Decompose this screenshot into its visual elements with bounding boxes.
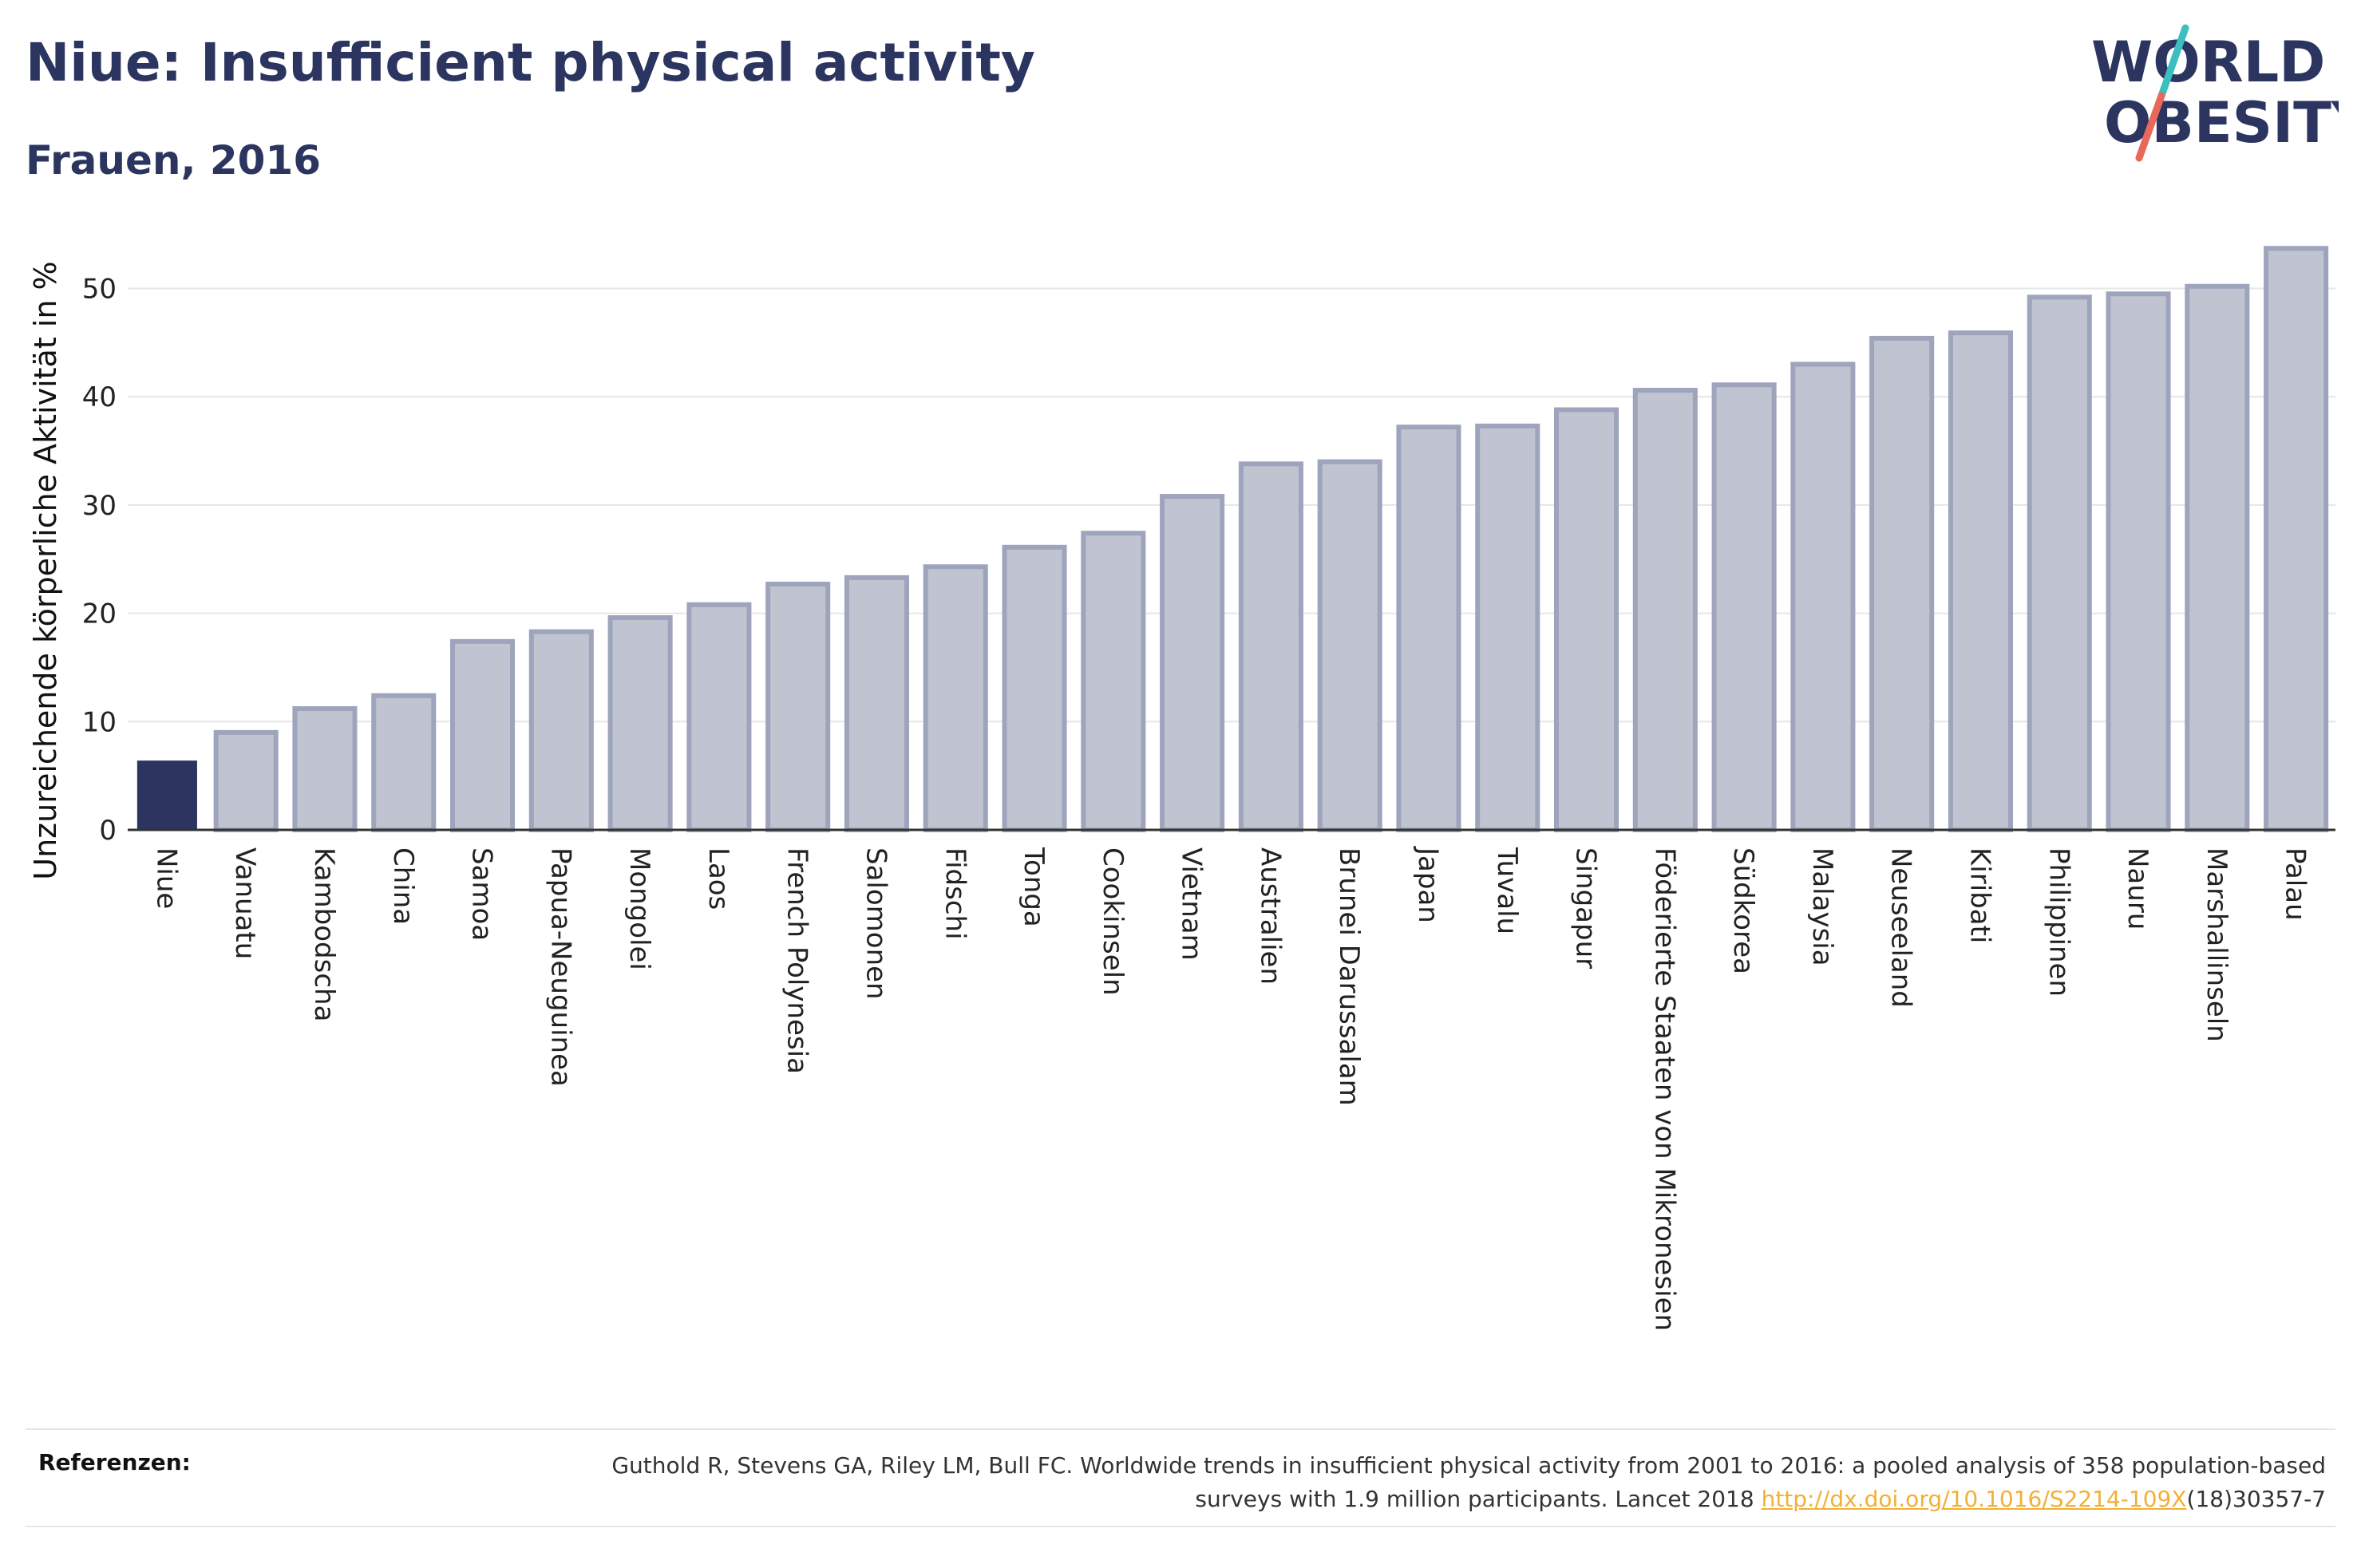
x-tick-label: Vanuatu [229, 847, 261, 959]
x-tick-label: Singapur [1570, 847, 1602, 969]
x-tick-label: Malaysia [1806, 847, 1838, 966]
x-tick-label: Mongolei [623, 847, 655, 970]
bar-kambodscha [292, 706, 358, 832]
bar-australien [1238, 461, 1303, 832]
x-tick-label: Japan [1412, 846, 1444, 923]
bar-cookinseln [1081, 531, 1146, 832]
x-tick-label: Brunei Darussalam [1333, 847, 1365, 1106]
x-tick-label: Südkorea [1727, 847, 1759, 974]
x-tick-label: Cookinseln [1097, 847, 1129, 996]
doi-link[interactable]: http://dx.doi.org/10.1016/S2214-109X [1761, 1486, 2187, 1512]
x-tick-label: Tuvalu [1491, 847, 1523, 934]
bar-neuseeland [1869, 335, 1935, 832]
bar-föderierte-staaten-von-mikronesien [1632, 388, 1698, 833]
y-tick-label: 50 [82, 274, 117, 306]
x-tick-label: Kambodscha [308, 847, 340, 1021]
logo-text-world: WORLD [2091, 30, 2325, 95]
references-text: Guthold R, Stevens GA, Riley LM, Bull FC… [570, 1449, 2326, 1516]
bar-french-polynesia [765, 581, 831, 832]
x-tick-label: Neuseeland [1885, 847, 1917, 1008]
x-tick-label: Papua-Neuguinea [544, 847, 576, 1087]
x-tick-label: China [387, 847, 419, 925]
y-axis-label: Unzureichende körperliche Aktivität in % [28, 261, 63, 879]
bar-niue [136, 760, 197, 830]
bar-singapur [1553, 407, 1619, 832]
x-tick-label: Niue [150, 847, 182, 909]
bar-palau [2264, 246, 2329, 832]
bar-china [371, 693, 437, 832]
bar-chart: 0 10 20 30 40 50 Unzureichende körperliche Akt… [28, 246, 2335, 1331]
bar-salomonen [844, 575, 910, 832]
x-tick-label: Australien [1254, 847, 1286, 985]
y-tick-label: 30 [82, 490, 117, 522]
x-tick-label: Laos [702, 847, 734, 910]
bar-tonga [1002, 544, 1067, 832]
bar-japan [1396, 425, 1461, 832]
x-tick-label: French Polynesia [781, 847, 813, 1074]
bar-papua-neuguinea [528, 629, 594, 832]
logo-slash-bottom [2135, 92, 2165, 162]
bar-südkorea [1711, 382, 1777, 832]
y-tick-label: 40 [82, 381, 117, 413]
y-tick-label: 0 [99, 815, 117, 847]
bar-brunei-darussalam [1317, 459, 1382, 832]
references-citation: Guthold R, Stevens GA, Riley LM, Bull FC… [611, 1452, 2326, 1512]
world-obesity-logo: WORLD OBESITY [2091, 24, 2339, 162]
bar-nauru [2106, 291, 2171, 833]
y-tick-label: 10 [82, 706, 117, 738]
bar-marshallinseln [2185, 283, 2250, 832]
bar-laos [686, 602, 752, 833]
references-footer: Referenzen: Guthold R, Stevens GA, Riley… [26, 1428, 2335, 1527]
bar-samoa [449, 638, 516, 833]
chart-subtitle: Frauen, 2016 [26, 137, 322, 184]
x-tick-label: Vietnam [1176, 847, 1208, 961]
x-tick-label: Kiribati [1964, 847, 1995, 943]
bar-vietnam [1160, 494, 1225, 832]
bar-tuvalu [1475, 423, 1540, 832]
x-tick-label: Marshallinseln [2201, 847, 2232, 1042]
bar-mongolei [607, 615, 673, 832]
logo-slash-top [2157, 24, 2189, 100]
chart-title: Niue: Insufficient physical activity [26, 32, 1035, 93]
x-tick-label: Philippinen [2043, 847, 2074, 997]
references-citation-suffix: (18)30357-7 [2186, 1486, 2326, 1512]
x-tick-label: Palau [2280, 847, 2312, 921]
references-label: Referenzen: [38, 1449, 191, 1475]
x-tick-label: Tonga [1018, 847, 1050, 927]
bar-fidschi [923, 564, 988, 833]
x-tick-label: Samoa [466, 847, 498, 941]
x-tick-label: Föderierte Staaten von Mikronesien [1648, 847, 1680, 1331]
y-tick-label: 20 [82, 598, 117, 630]
bar-malaysia [1790, 361, 1856, 832]
x-tick-label: Salomonen [860, 847, 892, 1000]
bar-vanuatu [213, 729, 279, 832]
bar-philippinen [2027, 294, 2092, 832]
x-tick-label: Nauru [2122, 847, 2153, 930]
x-tick-label: Fidschi [939, 847, 971, 940]
bar-kiribati [1948, 330, 2014, 832]
